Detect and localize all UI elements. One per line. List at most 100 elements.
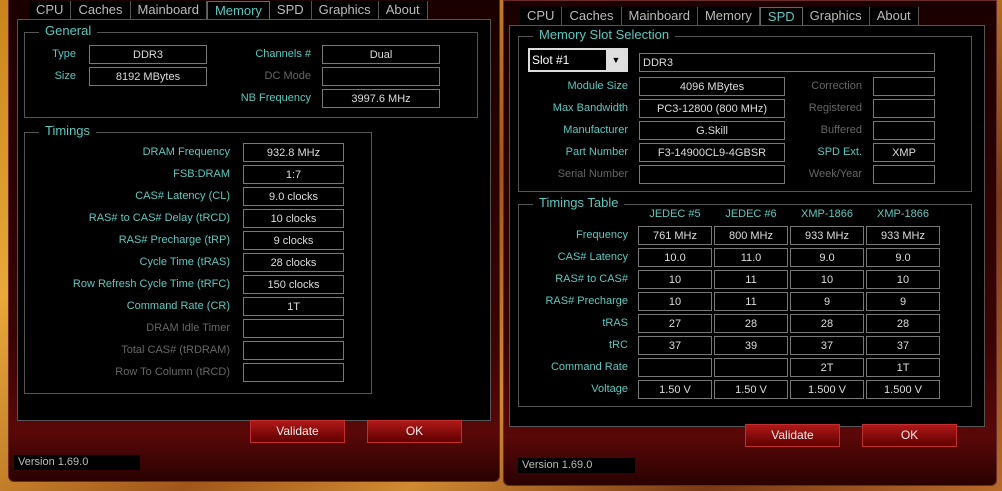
table-cell: 800 MHz [714,226,788,245]
timing-value: 9 clocks [243,231,344,250]
slot-selection-group: Memory Slot Selection [518,27,972,192]
spd-value [639,165,785,184]
tab-spd[interactable]: SPD [269,1,312,19]
type-label: Type [52,48,76,60]
table-cell: 9 [866,292,940,311]
version-label: Version 1.69.0 [14,455,140,470]
table-row-label: CAS# Latency [557,251,628,263]
table-cell: 37 [790,336,864,355]
tab-caches[interactable]: Caches [71,1,131,19]
channels-field: Dual [322,45,440,64]
table-cell: 10 [866,270,940,289]
slot-selection-title: Memory Slot Selection [533,27,676,42]
validate-button[interactable]: Validate [745,424,840,447]
tab-mainboard[interactable]: Mainboard [130,1,207,19]
timing-value [243,363,344,382]
spd-right-label: Correction [811,80,862,92]
tab-about[interactable]: About [869,7,919,25]
table-cell: 11 [714,292,788,311]
table-cell: 933 MHz [866,226,940,245]
table-row-label: tRC [609,339,628,351]
table-cell: 933 MHz [790,226,864,245]
spd-right-label: SPD Ext. [817,146,862,158]
table-cell: 9.0 [866,248,940,267]
spd-label: Serial Number [557,168,628,180]
timing-value: 10 clocks [243,209,344,228]
tab-cpu[interactable]: CPU [29,1,72,19]
type-field: DDR3 [89,45,207,64]
size-label: Size [54,70,76,82]
general-group: General [24,23,478,118]
timings-table-title: Timings Table [533,195,625,210]
timing-label: FSB:DRAM [173,168,230,180]
chevron-down-icon[interactable]: ▼ [606,50,626,70]
timing-value: 9.0 clocks [243,187,344,206]
table-cell: 1.500 V [790,380,864,399]
table-cell [714,358,788,377]
tab-graphics[interactable]: Graphics [311,1,379,19]
tab-cpu[interactable]: CPU [520,7,563,25]
slot-dropdown[interactable]: Slot #1 ▼ [528,48,628,72]
table-cell: 1.500 V [866,380,940,399]
ok-button[interactable]: OK [367,420,462,443]
timing-label: Row To Column (tRCD) [115,366,230,378]
timing-value: 1T [243,297,344,316]
timing-value: 932.8 MHz [243,143,344,162]
table-cell [638,358,712,377]
dc-mode-label: DC Mode [264,70,311,82]
timing-value: 28 clocks [243,253,344,272]
timing-label: RAS# Precharge (tRP) [118,234,230,246]
slot-value: Slot #1 [532,53,570,67]
nb-frequency-field: 3997.6 MHz [322,89,440,108]
table-cell: 1.50 V [714,380,788,399]
spd-value: F3-14900CL9-4GBSR [639,143,785,162]
column-header: JEDEC #5 [649,208,701,220]
tab-about[interactable]: About [378,1,428,19]
table-row-label: Command Rate [550,361,628,373]
version-label: Version 1.69.0 [518,458,635,473]
table-row-label: RAS# Precharge [545,295,628,307]
table-row-label: Voltage [591,383,628,395]
table-cell: 11 [714,270,788,289]
timings-table-group: Timings Table [518,195,972,407]
table-cell: 9.0 [790,248,864,267]
table-cell: 10 [638,270,712,289]
validate-button[interactable]: Validate [250,420,345,443]
tab-spd[interactable]: SPD [759,7,803,25]
tab-memory[interactable]: Memory [206,1,270,19]
spd-right-label: Week/Year [808,168,862,180]
table-cell: 1.50 V [638,380,712,399]
table-cell: 27 [638,314,712,333]
general-title: General [39,23,98,38]
spd-label: Part Number [565,146,628,158]
spd-right-value [873,99,935,118]
table-cell: 2T [790,358,864,377]
timing-label: DRAM Frequency [142,146,230,158]
tab-caches[interactable]: Caches [562,7,622,25]
ok-button[interactable]: OK [862,424,957,447]
timing-value [243,319,344,338]
spd-right-label: Registered [808,102,862,114]
timing-label: DRAM Idle Timer [146,322,230,334]
timing-value: 1:7 [243,165,344,184]
timing-label: RAS# to CAS# Delay (tRCD) [88,212,230,224]
timing-label: Command Rate (CR) [126,300,230,312]
timings-group: Timings [24,123,372,394]
nb-frequency-label: NB Frequency [240,92,311,104]
table-cell: 37 [638,336,712,355]
spd-label: Manufacturer [563,124,628,136]
tab-graphics[interactable]: Graphics [802,7,870,25]
tab-memory[interactable]: Memory [697,7,760,25]
table-cell: 761 MHz [638,226,712,245]
table-cell: 1T [866,358,940,377]
spd-label: Max Bandwidth [552,102,628,114]
tab-mainboard[interactable]: Mainboard [621,7,698,25]
table-cell: 39 [714,336,788,355]
memory-type-field: DDR3 [639,53,935,72]
spd-value: 4096 MBytes [639,77,785,96]
tab-bar: CPU Caches Mainboard Memory SPD Graphics… [29,1,428,19]
spd-window: CPU Caches Mainboard Memory SPD Graphics… [503,0,997,486]
timing-value [243,341,344,360]
table-cell: 10 [790,270,864,289]
table-cell: 28 [866,314,940,333]
